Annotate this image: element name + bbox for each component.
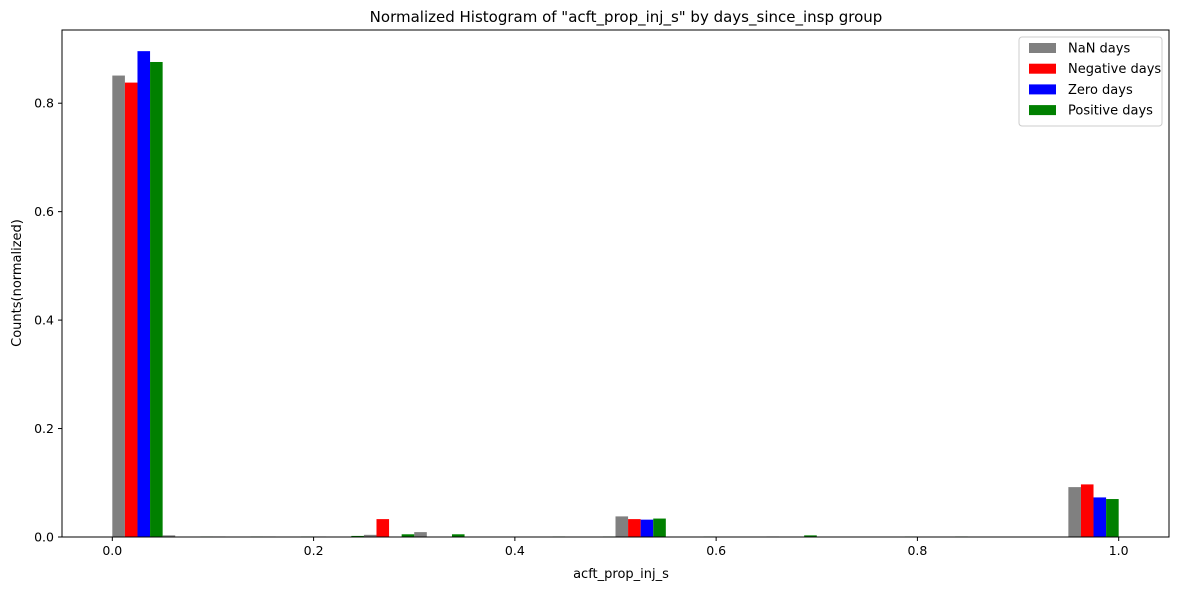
y-tick-label: 0.8	[34, 96, 54, 111]
legend-swatch	[1029, 105, 1056, 116]
legend-swatch	[1029, 84, 1056, 95]
x-tick-label: 0.8	[907, 543, 927, 558]
x-tick-label: 0.6	[706, 543, 726, 558]
bar	[451, 534, 465, 537]
bar	[150, 61, 163, 538]
legend-label: Positive days	[1068, 104, 1153, 119]
x-tick-label: 0.4	[505, 543, 525, 558]
bar	[124, 82, 138, 537]
plot-frame	[61, 29, 1170, 538]
bar	[112, 75, 125, 538]
legend-label: Zero days	[1068, 83, 1133, 98]
bar	[414, 532, 427, 537]
legend: NaN days Negative days Zero days Positive d…	[1018, 36, 1163, 127]
bar	[1093, 497, 1107, 537]
legend-label: Negative days	[1068, 62, 1161, 77]
bar	[401, 534, 415, 537]
bar	[376, 519, 390, 537]
y-axis-label: Counts(normalized)	[10, 219, 25, 347]
bars-layer	[112, 51, 1119, 538]
x-tick-label: 1.0	[1109, 543, 1129, 558]
bar	[640, 519, 654, 537]
bar	[162, 535, 176, 537]
bar	[351, 535, 364, 537]
chart-title: Normalized Histogram of "acft_prop_inj_s…	[370, 8, 883, 27]
bar	[363, 534, 377, 537]
y-tick-label: 0.6	[34, 204, 54, 219]
x-tick-label: 0.2	[304, 543, 324, 558]
x-axis-label: acft_prop_inj_s	[573, 567, 669, 582]
bar	[1080, 484, 1094, 537]
y-axis-ticks: 0.0 0.2 0.4 0.6 0.8	[34, 96, 62, 545]
bar	[628, 519, 641, 537]
x-tick-label: 0.0	[102, 543, 122, 558]
x-axis-ticks: 0.0 0.2 0.4 0.6 0.8 1.0	[102, 537, 1129, 558]
bar	[615, 516, 629, 537]
legend-swatch	[1029, 43, 1056, 53]
y-tick-label: 0.4	[34, 313, 54, 328]
legend-frame	[1018, 36, 1163, 127]
bar	[1068, 487, 1081, 537]
bar	[137, 51, 151, 538]
bar	[804, 535, 817, 537]
legend-label: NaN days	[1068, 42, 1130, 57]
bar	[1106, 499, 1119, 537]
y-tick-label: 0.2	[34, 421, 54, 436]
bar	[653, 518, 666, 537]
y-tick-label: 0.0	[34, 530, 54, 545]
legend-swatch	[1029, 63, 1056, 74]
